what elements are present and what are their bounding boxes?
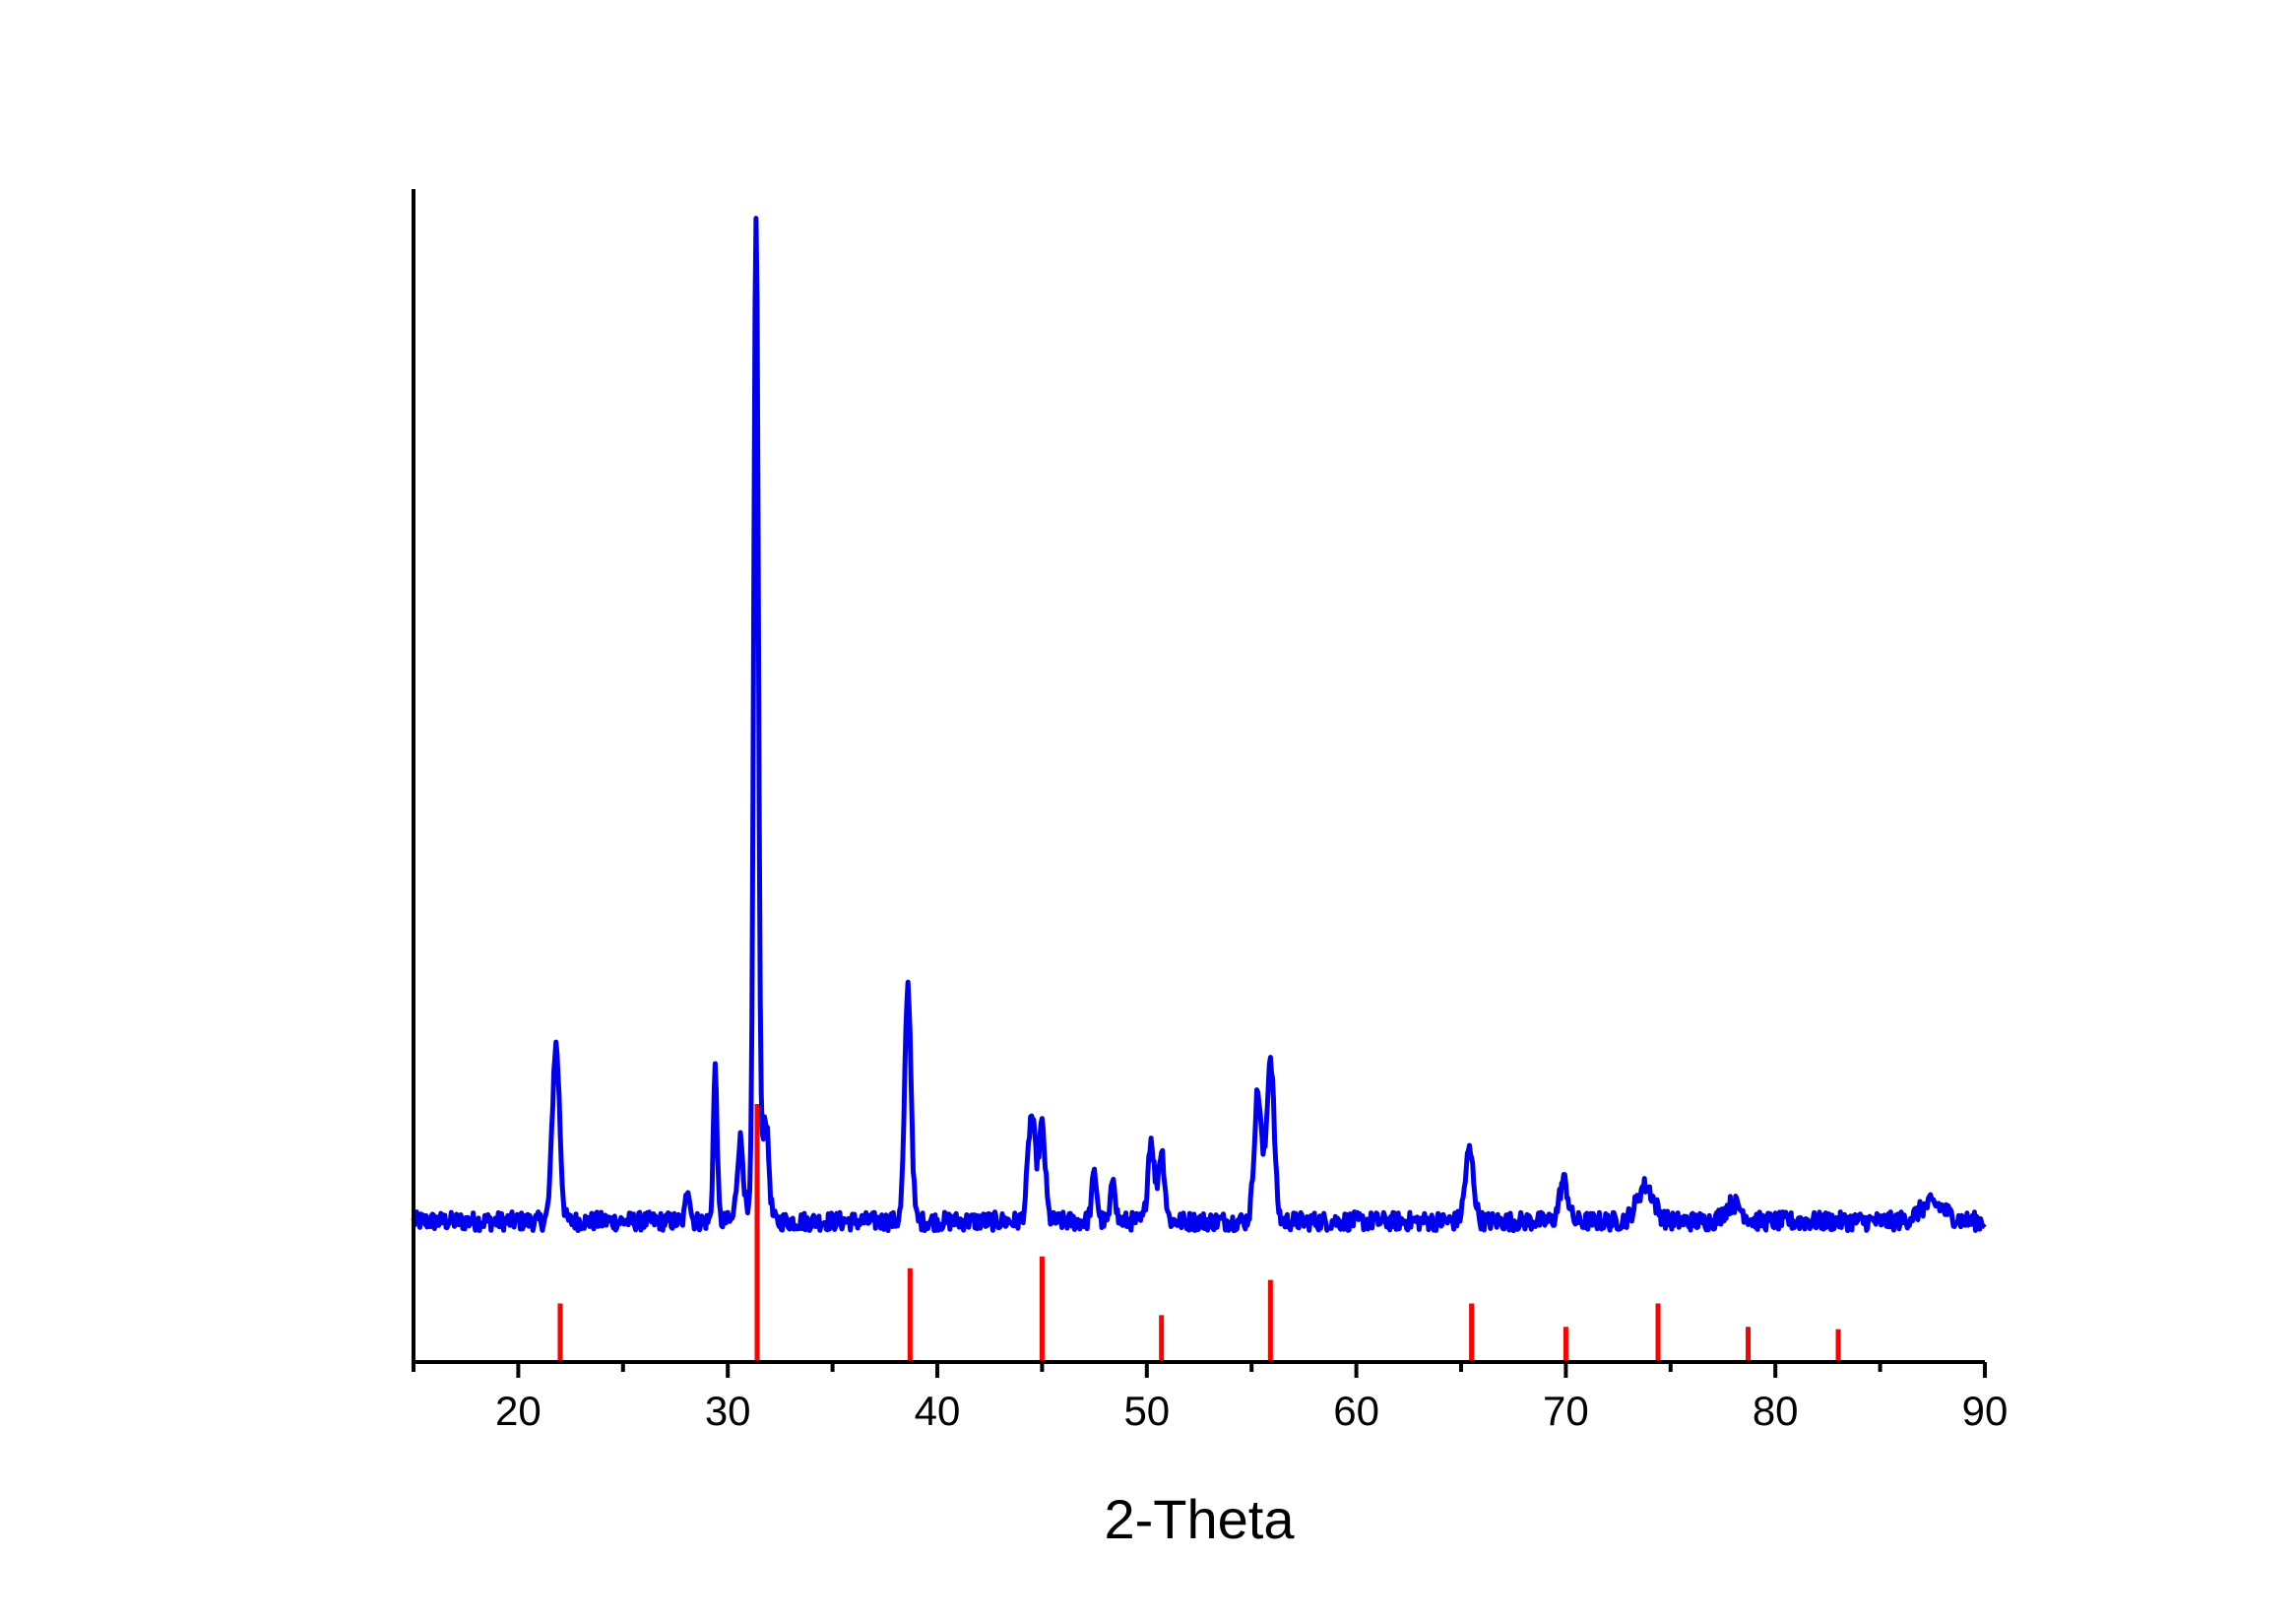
x-tick-label-60: 60: [1333, 1388, 1379, 1434]
x-tick-label-90: 90: [1962, 1388, 2009, 1434]
x-tick-label-80: 80: [1753, 1388, 1799, 1434]
x-axis-ticks: 20 30 40 50 60 70 80 90: [412, 1362, 2009, 1434]
x-tick-label-20: 20: [495, 1388, 542, 1434]
x-tick-label-40: 40: [915, 1388, 961, 1434]
x-tick-label-50: 50: [1123, 1388, 1170, 1434]
x-axis-title: 2-Theta: [1105, 1488, 1296, 1550]
x-tick-label-70: 70: [1543, 1388, 1589, 1434]
reference-lines: [557, 1103, 1841, 1362]
x-tick-label-30: 30: [705, 1388, 751, 1434]
xrd-pattern-line: [411, 216, 1987, 1234]
